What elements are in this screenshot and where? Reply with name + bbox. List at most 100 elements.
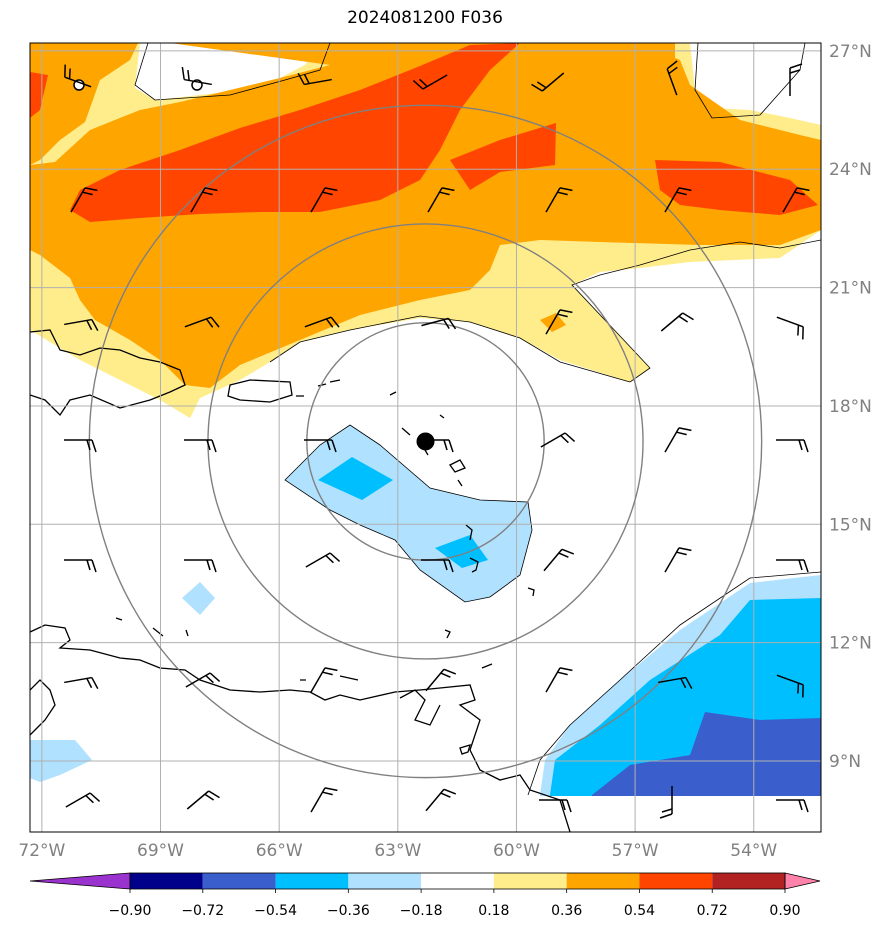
field-zero-contour-center — [284, 424, 533, 603]
wind-barb-7 — [70, 187, 98, 213]
field-pos-036-topcorner — [640, 43, 675, 62]
shaded-field — [30, 43, 821, 832]
wind-barb-14 — [64, 318, 99, 332]
coast-hispaniola-pr — [30, 329, 186, 417]
wind-barb-8 — [190, 187, 218, 213]
colorbar-label-4: −0.18 — [400, 903, 443, 919]
wind-barb-1 — [181, 66, 212, 86]
wind-barb-22 — [184, 439, 217, 453]
coast-puerto-rico — [227, 379, 293, 403]
colorbar-segment-8 — [712, 873, 785, 889]
lat-tick-label-1: 24°N — [829, 160, 872, 180]
colorbar-segment-5 — [493, 873, 567, 889]
wind-barb-33 — [664, 547, 692, 573]
wind-barb-29 — [184, 559, 217, 573]
coast-vi-islands — [296, 379, 341, 397]
wind-barb-2 — [297, 72, 332, 86]
field-zero-contour-nw — [134, 43, 331, 101]
wind-barb-42 — [65, 792, 101, 808]
wind-barb-10 — [427, 187, 455, 213]
wind-barb-27 — [776, 439, 809, 453]
coast-islands-small — [115, 617, 493, 681]
field-pos-054-north — [70, 43, 520, 222]
field-zero-contour-se — [527, 571, 821, 796]
coast-barbados — [527, 587, 535, 597]
field-neg-018-small-w — [182, 582, 215, 615]
wind-barb-43 — [186, 790, 220, 810]
wind-barb-23 — [304, 439, 337, 453]
lat-tick-label-5: 12°N — [829, 634, 872, 654]
colorbar-label-0: −0.90 — [109, 903, 152, 919]
colorbar-frame — [129, 872, 786, 890]
wind-barb-28 — [64, 559, 97, 573]
lat-tick-label-0: 27°N — [829, 42, 872, 62]
wind-barb-31 — [421, 559, 454, 573]
wind-barb-19 — [660, 312, 694, 332]
wind-barb-13 — [782, 187, 810, 213]
colorbar-segment-1 — [202, 873, 276, 889]
map-plot-area — [30, 43, 821, 832]
map-frame — [29, 42, 822, 833]
lat-tick-label-6: 9°N — [829, 752, 861, 772]
wind-barb-26 — [664, 427, 692, 453]
wind-barb-12 — [664, 187, 692, 213]
colorbar-label-6: 0.36 — [551, 903, 582, 919]
coast-trinidad — [399, 689, 471, 755]
range-ring-2 — [88, 104, 763, 779]
wind-barb-15 — [184, 316, 220, 328]
wind-barb-47 — [659, 786, 673, 819]
colorbar-label-2: −0.54 — [254, 903, 297, 919]
wind-barb-4 — [531, 72, 565, 92]
colorbar-segment-3 — [348, 873, 422, 889]
field-pos-054-east — [450, 123, 818, 215]
lon-tick-label-6: 54°W — [730, 841, 777, 861]
colorbar-label-9: 0.90 — [769, 903, 800, 919]
wind-barb-30 — [305, 552, 341, 568]
wind-barb-5 — [666, 60, 678, 96]
colorbar-segment-7 — [639, 873, 713, 889]
colorbar-under-arrow — [29, 872, 131, 890]
field-pos-036-north — [30, 43, 821, 388]
wind-barb-37 — [310, 667, 338, 693]
wind-barb-11 — [545, 187, 573, 213]
lon-tick-label-3: 63°W — [374, 841, 421, 861]
colorbar-segment-4 — [421, 873, 494, 889]
colorbar-label-8: 0.72 — [697, 903, 728, 919]
wind-barb-38 — [425, 668, 457, 692]
wind-barb-20 — [776, 316, 804, 340]
latitude-ticks: 27°N 24°N 21°N 18°N 15°N 12°N 9°N — [829, 42, 872, 772]
wind-barb-40 — [658, 676, 693, 690]
lat-tick-label-3: 18°N — [829, 397, 872, 417]
wind-barb-41 — [776, 674, 804, 698]
longitude-ticks: 72°W 69°W 66°W 63°W 60°W 57°W 54°W — [18, 841, 777, 861]
colorbar-label-1: −0.72 — [181, 903, 224, 919]
field-white-bottom — [30, 796, 821, 832]
coast-south-america — [30, 624, 571, 832]
colorbar-segment-0 — [130, 873, 203, 889]
wind-barb-0 — [64, 64, 92, 88]
colorbar-segment-2 — [275, 873, 349, 889]
lon-tick-label-0: 72°W — [18, 841, 65, 861]
wind-barb-18 — [545, 309, 573, 335]
wind-barb-17 — [421, 317, 457, 330]
colorbar-label-7: 0.54 — [624, 903, 655, 919]
lon-tick-label-4: 60°W — [493, 841, 540, 861]
wind-barb-45 — [425, 788, 457, 812]
colorbar-over-arrow — [784, 872, 821, 890]
wind-barb-32 — [543, 548, 575, 572]
coast-venezuela-lake — [30, 679, 56, 736]
lat-tick-label-2: 21°N — [829, 279, 872, 299]
wind-barb-3 — [412, 74, 448, 90]
wind-barb-16 — [304, 316, 340, 328]
lon-tick-label-5: 57°W — [612, 841, 659, 861]
wind-barb-25 — [540, 432, 576, 448]
wind-barb-48 — [776, 799, 809, 813]
wind-barb-9 — [310, 187, 338, 213]
colorbar-label-5: 0.18 — [478, 903, 509, 919]
wind-barb-35 — [64, 676, 99, 690]
storm-center-marker — [416, 432, 435, 451]
wind-barb-44 — [310, 787, 338, 813]
lon-tick-label-1: 69°W — [137, 841, 184, 861]
colorbar-segment-6 — [566, 873, 640, 889]
gridlines — [30, 43, 821, 832]
